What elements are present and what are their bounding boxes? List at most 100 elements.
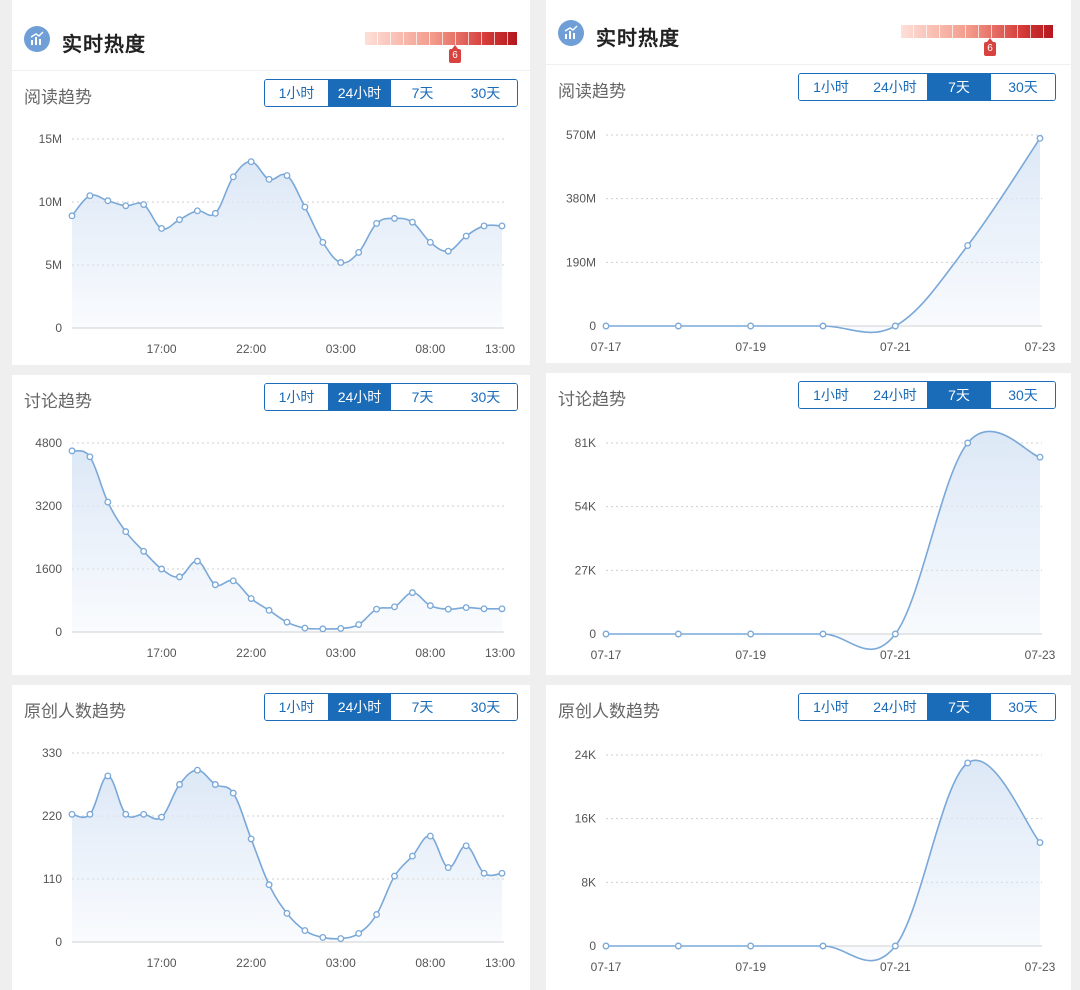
tab-7d[interactable]: 7天 (391, 694, 454, 720)
y-tick-label: 0 (589, 939, 596, 953)
data-point (68, 810, 76, 818)
x-tick-label: 03:00 (326, 646, 356, 660)
data-point (408, 218, 416, 226)
tab-7d[interactable]: 7天 (927, 382, 991, 408)
trend-chart-icon (558, 20, 584, 46)
tab-1h[interactable]: 1小时 (265, 694, 328, 720)
x-tick-label: 22:00 (236, 342, 266, 356)
y-tick-label: 0 (589, 627, 596, 641)
section-divider (12, 675, 530, 685)
y-tick-label: 4800 (35, 436, 62, 450)
x-tick-label: 22:00 (236, 646, 266, 660)
data-point (122, 810, 130, 818)
data-point (337, 259, 345, 266)
heat-gauge (901, 25, 1053, 38)
data-point (140, 201, 148, 208)
section-original-users-trend: 原创人数趋势 1小时 24小时 7天 30天 0 8K 16K 24K 07-17 07-… (546, 685, 1071, 990)
read-trend-chart: 0 190M 380M 570M 07-17 07-19 07-21 07-23 (566, 128, 1056, 354)
tab-30d[interactable]: 30天 (991, 694, 1055, 720)
data-point (247, 835, 255, 843)
heat-level-badge: 6 (984, 38, 996, 56)
tab-24h[interactable]: 24小时 (863, 694, 927, 720)
data-point (229, 173, 237, 181)
data-point (964, 759, 972, 767)
page-title: 实时热度 (62, 34, 146, 56)
y-tick-label: 15M (39, 132, 62, 146)
heat-gauge (365, 32, 517, 45)
data-point (819, 630, 827, 638)
tab-1h[interactable]: 1小时 (265, 80, 328, 106)
data-point (426, 832, 434, 840)
data-point (391, 214, 398, 222)
y-tick-label: 10M (39, 195, 62, 209)
tab-1h[interactable]: 1小时 (799, 74, 863, 100)
tab-30d[interactable]: 30天 (454, 694, 517, 720)
x-tick-label: 07-19 (735, 648, 766, 662)
tab-7d[interactable]: 7天 (927, 74, 991, 100)
area-fill (606, 431, 1040, 650)
data-point (964, 439, 972, 447)
tab-24h[interactable]: 24小时 (328, 80, 391, 106)
y-tick-label: 81K (575, 436, 596, 450)
tab-30d[interactable]: 30天 (454, 384, 517, 410)
tab-24h[interactable]: 24小时 (328, 384, 391, 410)
data-point (747, 630, 755, 638)
data-point (408, 852, 416, 860)
time-range-tabs: 1小时 24小时 7天 30天 (798, 693, 1056, 721)
tab-30d[interactable]: 30天 (454, 80, 517, 106)
tab-7d[interactable]: 7天 (391, 384, 454, 410)
data-point (602, 322, 610, 330)
section-original-users-trend: 原创人数趋势 1小时 24小时 7天 30天 0 110 220 330 17:00 22… (12, 685, 530, 990)
x-tick-label: 13:00 (485, 956, 515, 970)
time-range-tabs: 1小时 24小时 7天 30天 (264, 693, 518, 721)
original-users-trend-chart: 0 110 220 330 17:00 22:00 03:00 08:00 13:00 (42, 746, 515, 970)
x-tick-label: 17:00 (147, 956, 177, 970)
data-point (747, 942, 755, 950)
data-point (355, 621, 363, 628)
section-divider (12, 365, 530, 375)
tab-7d[interactable]: 7天 (927, 694, 991, 720)
area-fill (72, 770, 502, 942)
tab-24h[interactable]: 24小时 (863, 382, 927, 408)
data-point (498, 869, 506, 877)
area-fill (72, 450, 502, 632)
x-tick-label: 08:00 (415, 342, 445, 356)
heat-level-badge: 6 (449, 45, 461, 63)
original-users-trend-chart: 0 8K 16K 24K 07-17 07-19 07-21 07-23 (575, 748, 1056, 974)
y-tick-label: 330 (42, 746, 62, 760)
time-range-tabs: 1小时 24小时 7天 30天 (264, 79, 518, 107)
y-tick-label: 0 (55, 625, 62, 639)
data-point (319, 625, 327, 633)
y-tick-label: 5M (45, 258, 62, 272)
tab-24h[interactable]: 24小时 (328, 694, 391, 720)
data-point (480, 222, 488, 230)
data-point (283, 172, 291, 179)
x-tick-label: 07-19 (735, 340, 766, 354)
tab-7d[interactable]: 7天 (391, 80, 454, 106)
data-point (747, 322, 755, 330)
data-point (283, 909, 291, 917)
y-tick-label: 1600 (35, 562, 62, 576)
data-point (1036, 453, 1044, 461)
x-tick-label: 08:00 (415, 646, 445, 660)
area-fill (606, 138, 1040, 333)
tab-30d[interactable]: 30天 (991, 382, 1055, 408)
data-point (319, 238, 327, 246)
section-divider (546, 363, 1071, 373)
discussion-trend-chart: 0 1600 3200 4800 17:00 22:00 03:00 08:00 13:00 (35, 436, 515, 660)
data-point (104, 197, 112, 205)
data-point (229, 577, 237, 585)
data-point (891, 322, 899, 330)
data-point (891, 942, 899, 950)
tab-1h[interactable]: 1小时 (799, 694, 863, 720)
tab-1h[interactable]: 1小时 (799, 382, 863, 408)
tab-30d[interactable]: 30天 (991, 74, 1055, 100)
data-point (319, 933, 327, 941)
data-point (602, 942, 610, 950)
data-point (301, 203, 309, 211)
tab-24h[interactable]: 24小时 (863, 74, 927, 100)
data-point (122, 528, 130, 536)
data-point (265, 175, 273, 183)
x-tick-label: 07-17 (591, 340, 622, 354)
tab-1h[interactable]: 1小时 (265, 384, 328, 410)
